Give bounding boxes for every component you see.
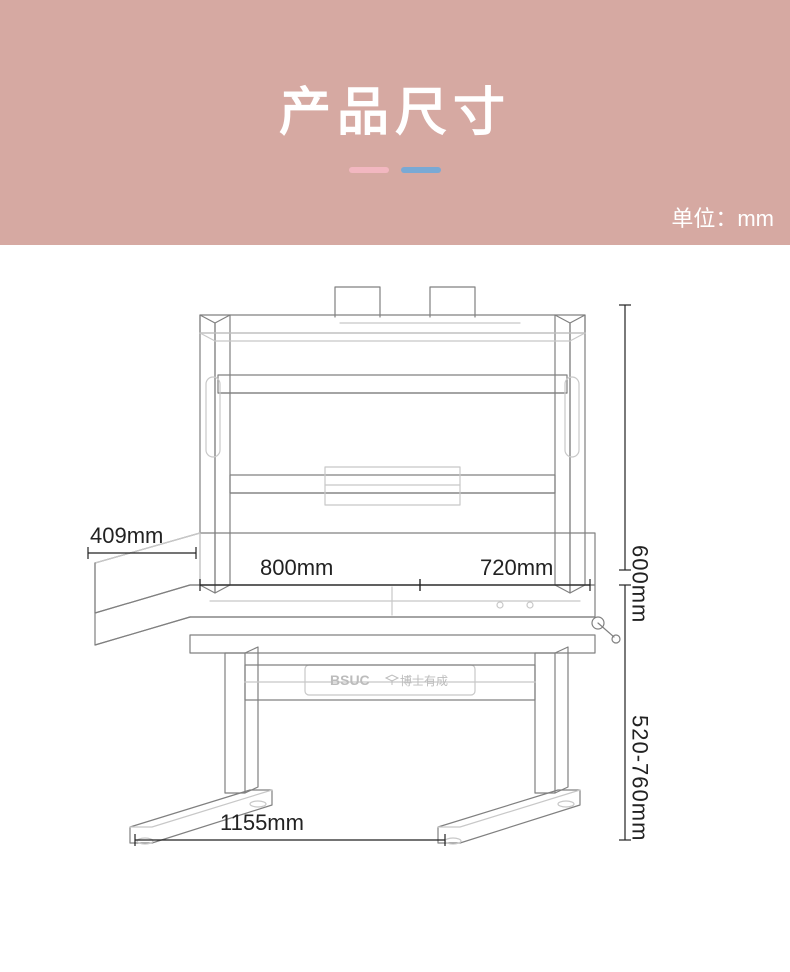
dim-label-leg_height: 520-760mm	[628, 715, 653, 841]
page-title: 产品尺寸	[0, 70, 790, 145]
unit-label: 单位：mm	[671, 201, 774, 233]
dim-label-shelf_height: 600mm	[628, 545, 653, 623]
dim-label-desk_width: 800mm	[260, 555, 333, 580]
brand-logo-text: BSUC	[330, 672, 370, 688]
dim-label-back_depth: 720mm	[480, 555, 553, 580]
dim-label-side_depth: 409mm	[90, 523, 163, 548]
underline-pink	[349, 167, 389, 173]
underline-blue	[401, 167, 441, 173]
product-dimension-diagram: BSUC 博士有成 600mm 520-760mm 409mm 800mm 720mm 1…	[0, 245, 790, 972]
dim-label-base_width: 1155mm	[220, 810, 304, 835]
header-banner: 产品尺寸 单位：mm	[0, 0, 790, 245]
title-underline	[0, 160, 790, 178]
brand-sub-text: 博士有成	[400, 673, 448, 688]
desk-line-drawing: BSUC 博士有成 600mm 520-760mm 409mm 800mm 720mm 1…	[0, 245, 790, 972]
